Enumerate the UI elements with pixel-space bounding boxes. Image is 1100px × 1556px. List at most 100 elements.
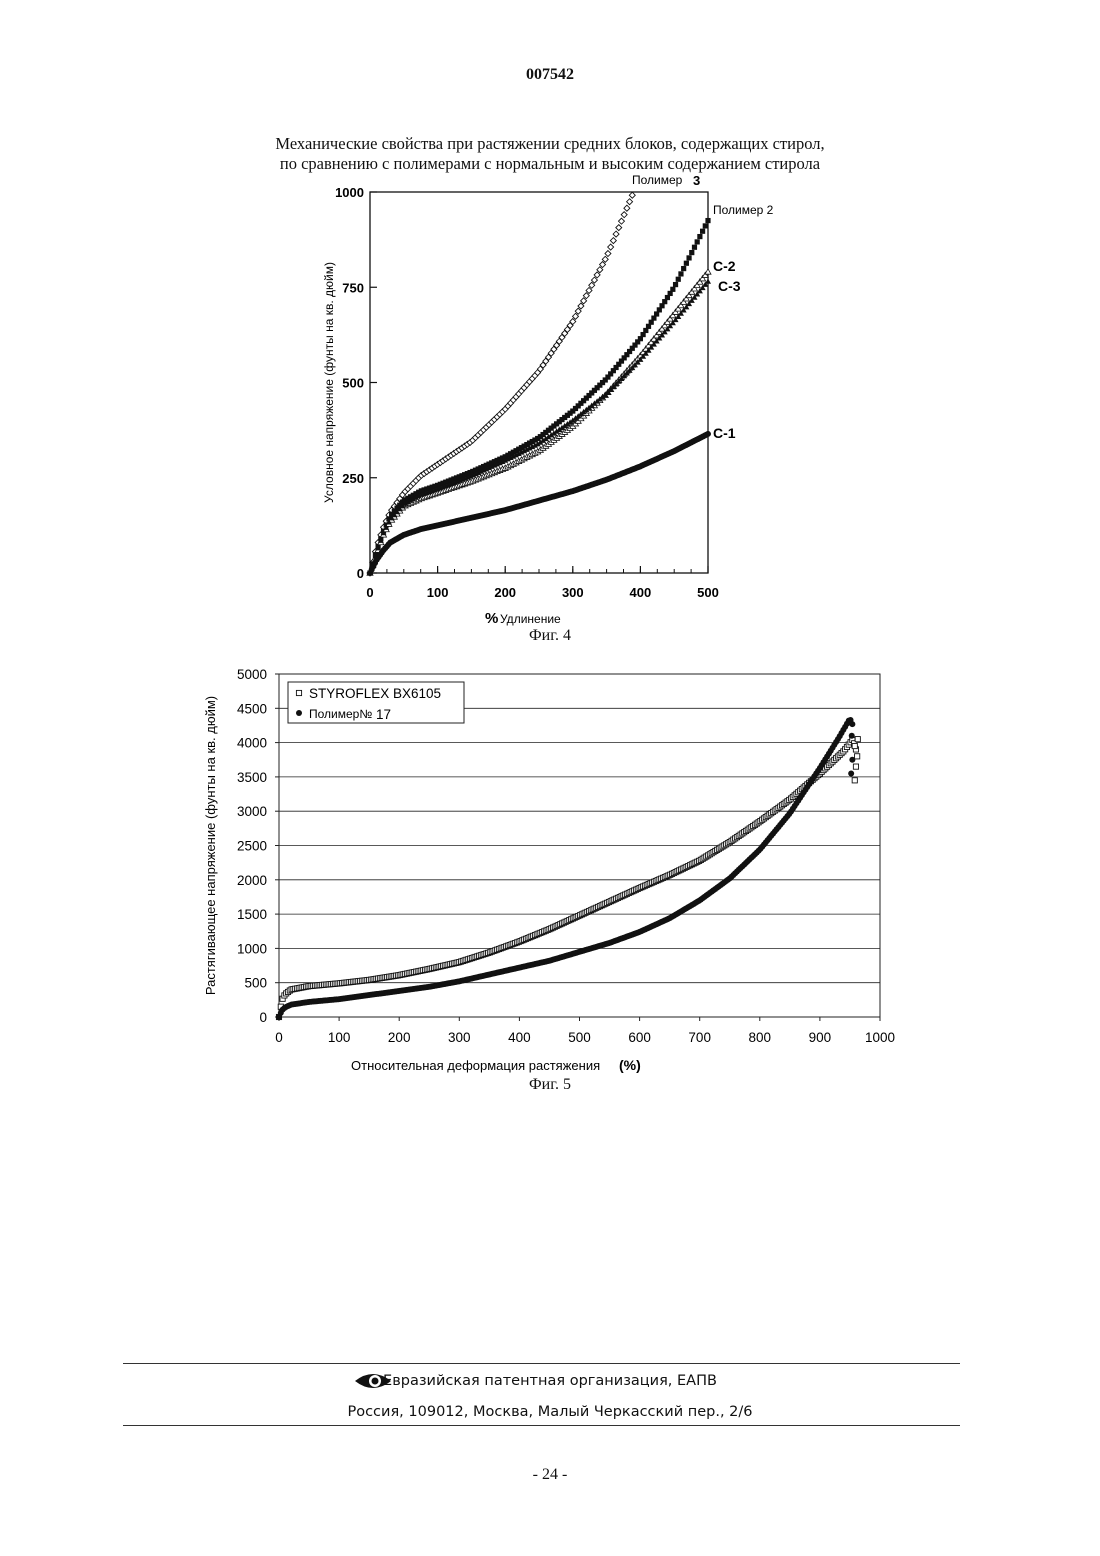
data-point <box>602 256 608 262</box>
x-tick-label: 500 <box>697 585 719 600</box>
x-axis-label: Относительная деформация растяжения <box>351 1058 600 1073</box>
data-point <box>583 293 589 299</box>
data-point <box>703 223 708 228</box>
x-tick-label: 500 <box>568 1030 591 1045</box>
data-point <box>591 277 597 283</box>
x-tick-label: 300 <box>448 1030 471 1045</box>
series-label-c3: С-3 <box>718 278 741 294</box>
data-point <box>621 212 627 218</box>
x-tick-label: 400 <box>508 1030 531 1045</box>
y-tick-label: 2000 <box>237 873 267 888</box>
x-tick-label: 100 <box>427 585 449 600</box>
series-label-polymer-3: Полимер <box>632 173 683 187</box>
x-tick-label: 800 <box>749 1030 772 1045</box>
data-point <box>610 238 616 244</box>
data-point <box>673 282 678 287</box>
x-tick-label: 700 <box>688 1030 711 1045</box>
x-tick-label: 300 <box>562 585 584 600</box>
footer-bottom-rule <box>123 1425 960 1426</box>
y-tick-label: 500 <box>342 376 364 391</box>
plot-frame <box>370 192 708 573</box>
y-tick-label: 4000 <box>237 736 267 751</box>
data-point <box>578 303 584 309</box>
data-point <box>678 271 683 276</box>
series-2 <box>276 717 855 1020</box>
x-axis-percent-symbol: % <box>485 610 498 627</box>
figure-5-label: Фиг. 5 <box>0 1076 1100 1094</box>
x-tick-label: 0 <box>275 1030 283 1045</box>
data-point <box>618 218 624 224</box>
data-point <box>849 721 855 727</box>
data-point <box>629 192 635 198</box>
data-point <box>581 298 587 304</box>
data-point <box>600 262 606 268</box>
data-point <box>700 229 705 234</box>
data-point <box>624 205 630 211</box>
data-point <box>848 770 854 776</box>
data-point <box>670 287 675 292</box>
y-tick-label: 1000 <box>237 941 267 956</box>
page-number: - 24 - <box>0 1466 1100 1484</box>
y-tick-label: 1000 <box>335 185 364 200</box>
y-tick-label: 0 <box>357 566 364 581</box>
data-point <box>616 225 622 231</box>
x-tick-label: 200 <box>388 1030 411 1045</box>
data-point <box>594 272 600 278</box>
x-tick-label: 0 <box>366 585 373 600</box>
y-tick-label: 500 <box>244 976 267 991</box>
x-tick-label: 100 <box>328 1030 351 1045</box>
legend-label-polymer-17-number: 17 <box>376 707 391 722</box>
y-tick-label: 3500 <box>237 770 267 785</box>
legend-label-polymer-17: Полимер№ <box>309 707 372 721</box>
data-point <box>613 231 619 237</box>
data-point <box>692 245 697 250</box>
data-point <box>605 251 611 257</box>
data-point <box>575 308 581 314</box>
figure-4-caption-line-1: Механические свойства при растяжении сре… <box>150 134 950 154</box>
y-tick-label: 750 <box>342 280 364 295</box>
figure-4-chart: 0 100 200 300 400 500 0 250 500 750 1000 Условное … <box>300 168 820 628</box>
x-tick-label: 400 <box>630 585 652 600</box>
data-point <box>597 267 603 273</box>
y-tick-label: 3000 <box>237 804 267 819</box>
series-label-c2: С-2 <box>713 258 736 274</box>
y-axis-label: Условное напряжение (фунты на кв. дюйм) <box>322 262 336 503</box>
data-point <box>852 743 857 748</box>
data-point <box>853 764 858 769</box>
data-point <box>689 250 694 255</box>
data-point <box>608 244 614 250</box>
data-point <box>627 199 633 205</box>
x-tick-label: 200 <box>494 585 516 600</box>
data-point <box>849 757 855 763</box>
series-label-c1: С-1 <box>713 425 736 441</box>
footer-top-rule <box>123 1363 960 1364</box>
footer-address: Россия, 109012, Москва, Малый Черкасский… <box>0 1404 1100 1420</box>
data-point <box>676 277 681 282</box>
series-1 <box>367 192 635 576</box>
x-axis-unit: (%) <box>619 1057 641 1073</box>
data-point <box>684 261 689 266</box>
data-point <box>705 269 711 274</box>
y-tick-label: 250 <box>342 471 364 486</box>
y-tick-label: 1500 <box>237 907 267 922</box>
y-axis-label: Растягивающее напряжение (фунты на кв. д… <box>203 696 218 995</box>
data-point <box>849 733 855 739</box>
footer-organization: Евразийская патентная организация, ЕАПВ <box>0 1373 1100 1389</box>
data-point <box>855 737 860 742</box>
figure-4-label: Фиг. 4 <box>0 627 1100 645</box>
x-axis-label: Удлинение <box>500 612 561 626</box>
legend-marker-polymer-17 <box>296 710 302 716</box>
series-1 <box>276 737 858 1019</box>
x-tick-label: 900 <box>809 1030 832 1045</box>
x-tick-label: 1000 <box>865 1030 895 1045</box>
y-tick-label: 2500 <box>237 839 267 854</box>
data-point <box>573 313 579 319</box>
legend-label-styroflex: STYROFLEX BX6105 <box>309 686 441 701</box>
y-tick-label: 0 <box>259 1010 267 1025</box>
data-point <box>695 239 700 244</box>
figure-5-chart: 0500100015002000250030003500400045005000… <box>195 660 915 1080</box>
data-point <box>705 431 711 437</box>
data-point <box>589 282 595 288</box>
data-point <box>586 287 592 293</box>
series-2 <box>367 218 710 576</box>
